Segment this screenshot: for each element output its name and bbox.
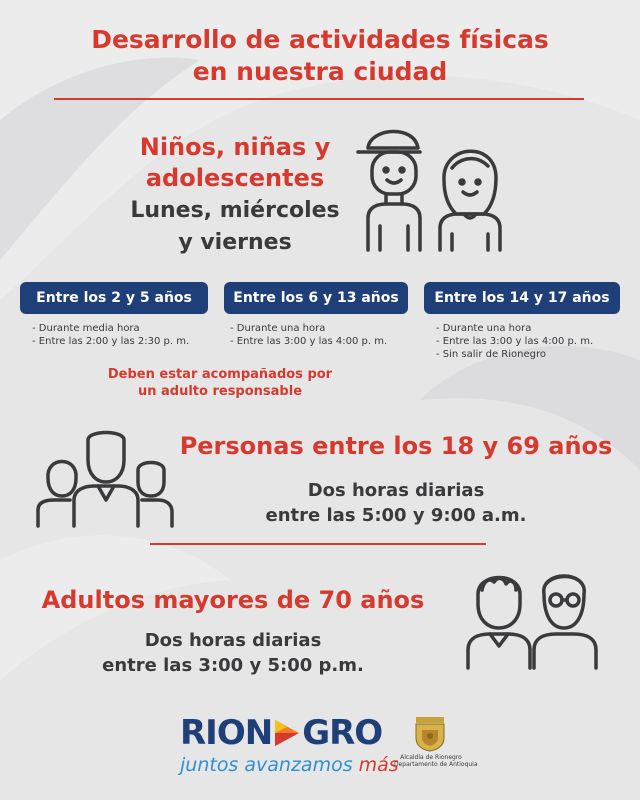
seniors-schedule-line2: entre las 3:00 y 5:00 p.m. <box>102 655 364 676</box>
coat-of-arms-icon <box>413 716 447 752</box>
age-group-pill-3: Entre los 14 y 17 años <box>424 282 620 314</box>
group-of-people-icon <box>34 426 176 530</box>
guardian-notice: Deben estar acompañados por un adulto re… <box>60 366 380 400</box>
seniors-schedule-line1: Dos horas diarias <box>144 630 322 651</box>
list-item: - Entre las 2:00 y las 2:30 p. m. <box>32 336 190 347</box>
logo-tagline: juntos avanzamos más <box>180 754 399 776</box>
play-triangle-icon <box>275 720 300 746</box>
section-divider <box>150 543 486 545</box>
rionegro-wordmark: RION GRO <box>180 714 399 752</box>
age-group-label: Entre los 2 y 5 años <box>36 290 192 306</box>
adults-heading: Personas entre los 18 y 69 años <box>179 432 613 460</box>
rionegro-logo: RION GRO juntos avanzamos más <box>180 714 399 776</box>
title-divider <box>54 98 584 100</box>
age-group-details-2: - Durante una hora - Entre las 3:00 y la… <box>230 322 387 348</box>
guardian-notice-line1: Deben estar acompañados por <box>107 367 333 382</box>
elderly-couple-icon <box>460 560 600 670</box>
boy-and-girl-icon <box>356 118 516 258</box>
list-item: - Entre las 3:00 y las 4:00 p. m. <box>436 336 594 347</box>
kids-days-line1: Lunes, miércoles <box>130 198 340 223</box>
seniors-heading: Adultos mayores de 70 años <box>41 586 425 614</box>
adults-schedule-line1: Dos horas diarias <box>307 480 485 501</box>
age-group-label: Entre los 6 y 13 años <box>233 290 399 306</box>
list-item: - Durante media hora <box>32 323 140 334</box>
alcaldia-line2: Departamento de Antioquia <box>394 761 478 768</box>
adults-schedule: Dos horas diarias entre las 5:00 y 9:00 … <box>216 478 576 528</box>
alcaldia-line1: Alcaldía de Rionegro <box>400 754 462 761</box>
kids-heading-line1: Niños, niñas y <box>139 133 331 161</box>
page-title-line2: en nuestra ciudad <box>192 57 448 86</box>
alcaldia-label: Alcaldía de Rionegro Departamento de Ant… <box>394 754 478 768</box>
list-item: - Sin salir de Rionegro <box>436 349 546 360</box>
kids-heading-line2: adolescentes <box>145 164 325 192</box>
seniors-schedule: Dos horas diarias entre las 3:00 y 5:00 … <box>48 628 418 678</box>
age-group-pill-1: Entre los 2 y 5 años <box>20 282 208 314</box>
tagline-accent: más <box>358 754 399 776</box>
list-item: - Durante una hora <box>436 323 532 334</box>
guardian-notice-line2: un adulto responsable <box>137 384 303 399</box>
page-title-line1: Desarrollo de actividades físicas <box>91 25 549 54</box>
list-item: - Durante una hora <box>230 323 326 334</box>
age-group-details-3: - Durante una hora - Entre las 3:00 y la… <box>436 322 593 361</box>
age-group-details-1: - Durante media hora - Entre las 2:00 y … <box>32 322 189 348</box>
list-item: - Entre las 3:00 y las 4:00 p. m. <box>230 336 388 347</box>
kids-days-line2: y viernes <box>178 230 292 255</box>
age-group-label: Entre los 14 y 17 años <box>434 290 610 306</box>
age-group-pill-2: Entre los 6 y 13 años <box>224 282 408 314</box>
page-title: Desarrollo de actividades físicas en nue… <box>0 24 640 88</box>
logo-part2: GRO <box>302 713 383 753</box>
kids-heading: Niños, niñas y adolescentes Lunes, miérc… <box>120 132 350 259</box>
logo-part1: RION <box>180 713 273 753</box>
adults-schedule-line2: entre las 5:00 y 9:00 a.m. <box>265 505 527 526</box>
tagline-text: juntos avanzamos <box>180 754 353 776</box>
